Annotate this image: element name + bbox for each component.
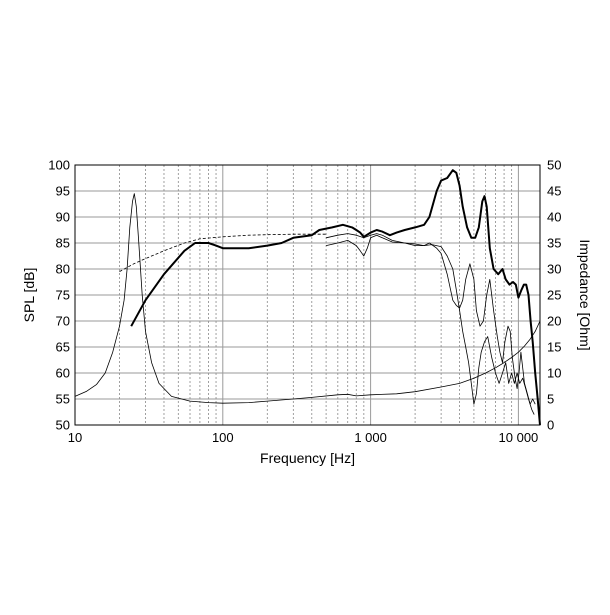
y2-tick-label: 15 [547, 340, 561, 355]
spl-curve-1 [130, 169, 541, 426]
spl-curve-4 [119, 233, 327, 272]
spl-curve-3 [326, 233, 535, 415]
y-tick-label: 80 [56, 262, 70, 277]
impedance-curve [74, 193, 541, 404]
y-tick-label: 85 [56, 236, 70, 251]
x-tick-label: 10 000 [499, 430, 539, 445]
y-tick-label: 65 [56, 340, 70, 355]
y2-tick-label: 20 [547, 314, 561, 329]
y-tick-label: 75 [56, 288, 70, 303]
y2-tick-label: 5 [547, 392, 554, 407]
y2-tick-label: 35 [547, 236, 561, 251]
x-tick-label: 10 [68, 430, 82, 445]
plot-frame [74, 164, 541, 426]
x-axis-label: Frequency [Hz] [260, 450, 355, 466]
y2-tick-label: 10 [547, 366, 561, 381]
y-tick-label: 55 [56, 392, 70, 407]
y-tick-label: 100 [48, 158, 70, 173]
y-axis-label: SPL [dB] [21, 268, 37, 323]
y2-tick-label: 30 [547, 262, 561, 277]
y-tick-label: 50 [56, 418, 70, 433]
spl-curve-2 [326, 234, 536, 405]
y2-tick-label: 40 [547, 210, 561, 225]
y2-tick-label: 50 [547, 158, 561, 173]
y-tick-label: 95 [56, 184, 70, 199]
y2-tick-label: 45 [547, 184, 561, 199]
y2-tick-label: 25 [547, 288, 561, 303]
y2-tick-label: 0 [547, 418, 554, 433]
y-tick-label: 90 [56, 210, 70, 225]
tick-labels: 10 100 1 000 10 000 50 55 60 65 70 75 80 85 90 95 100 0… [48, 158, 561, 446]
y-tick-label: 60 [56, 366, 70, 381]
series-layer [74, 169, 541, 426]
y-tick-label: 70 [56, 314, 70, 329]
x-tick-label: 1 000 [354, 430, 387, 445]
x-tick-label: 100 [212, 430, 234, 445]
y2-axis-label: Impedance [Ohm] [577, 239, 593, 350]
